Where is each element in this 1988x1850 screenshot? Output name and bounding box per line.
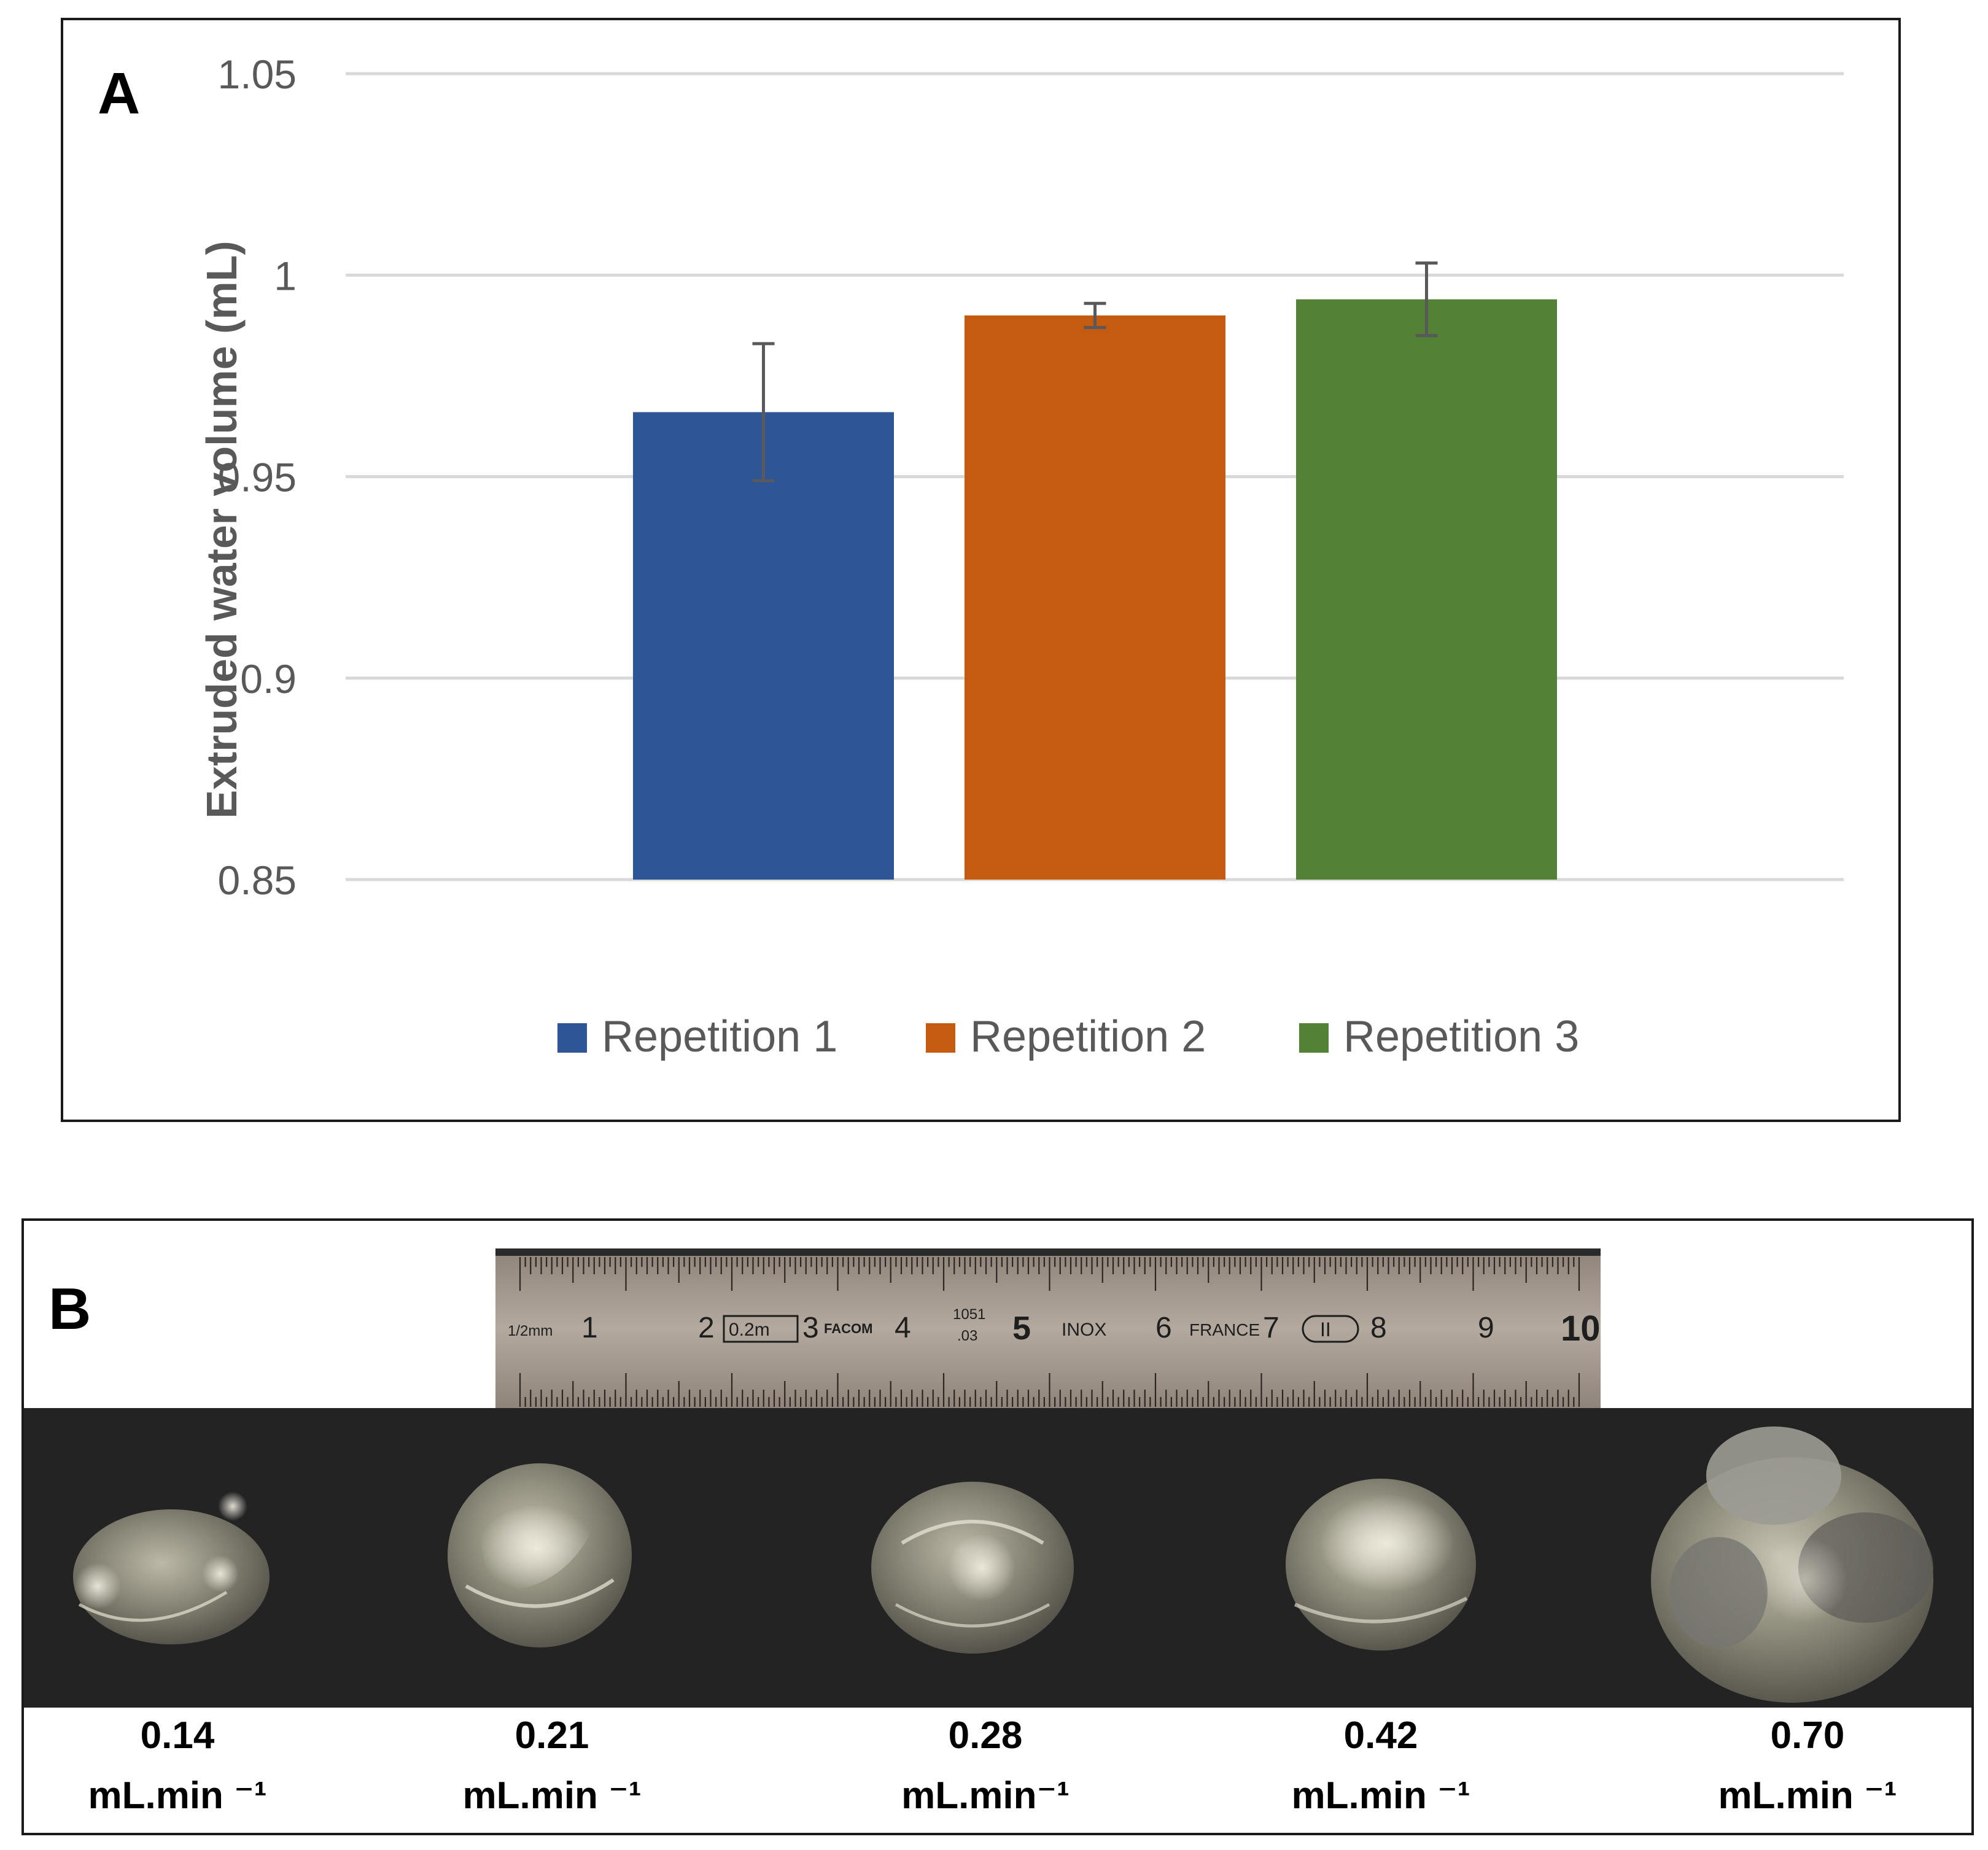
legend-swatch bbox=[1299, 1023, 1329, 1053]
ruler-mark: II bbox=[1320, 1318, 1331, 1341]
y-tick-label: 1 bbox=[274, 253, 297, 298]
legend-item-2: Repetition 2 bbox=[926, 1012, 1206, 1061]
ruler-mark: FACOM bbox=[824, 1321, 872, 1336]
flow-rate-unit: mL.min ⁻¹ bbox=[88, 1775, 267, 1817]
gel-samples-photo bbox=[24, 1408, 1971, 1708]
ruler-marks: 1/2mm 1 2 0.2m 3 FACOM 4 1051 .03 5 INOX… bbox=[508, 1306, 1601, 1349]
flow-rate-unit: mL.min ⁻¹ bbox=[1718, 1775, 1897, 1817]
ruler-mark: 10 bbox=[1561, 1309, 1601, 1349]
y-tick-label: 0.85 bbox=[218, 857, 297, 903]
ruler-mark: 1 bbox=[581, 1312, 598, 1344]
ruler-mark: 0.2m bbox=[729, 1320, 770, 1340]
error-bars bbox=[752, 261, 1438, 482]
ruler-mark: 3 bbox=[802, 1312, 819, 1344]
gel-sample-3 bbox=[871, 1482, 1074, 1654]
flow-rate-value: 0.21 bbox=[514, 1714, 589, 1757]
gel-sample-2 bbox=[448, 1463, 632, 1647]
legend-label: Repetition 2 bbox=[970, 1012, 1206, 1061]
flow-label-2: 0.21 mL.min ⁻¹ bbox=[423, 1706, 681, 1826]
bar-chart: 0.85 0.9 0.95 1 1.05 Extruded water volume (… bbox=[198, 52, 1844, 1061]
error-bar-1 bbox=[752, 342, 775, 482]
legend-label: Repetition 3 bbox=[1343, 1012, 1579, 1061]
bar-2 bbox=[965, 315, 1225, 880]
y-axis-label: Extruded water volume (mL) bbox=[198, 241, 246, 818]
panel-b-letter: B bbox=[49, 1276, 91, 1342]
ruler-ticks bbox=[519, 1257, 1580, 1407]
ruler-mark: 5 bbox=[1012, 1310, 1031, 1347]
flow-label-4: 0.42 mL.min ⁻¹ bbox=[1252, 1706, 1510, 1826]
y-tick-label: 0.95 bbox=[218, 455, 297, 500]
bar-3 bbox=[1296, 299, 1557, 880]
flow-rate-unit: mL.min ⁻¹ bbox=[462, 1775, 642, 1817]
ruler-mark: .03 bbox=[957, 1328, 977, 1344]
flow-rate-value: 0.28 bbox=[948, 1714, 1023, 1757]
ruler-mark: FRANCE bbox=[1189, 1320, 1260, 1339]
ruler-mark: 4 bbox=[895, 1312, 911, 1344]
flow-label-3: 0.28 mL.min⁻¹ bbox=[856, 1706, 1114, 1826]
bars bbox=[633, 299, 1557, 880]
ruler-mark: INOX bbox=[1062, 1320, 1106, 1340]
ruler-mark: 9 bbox=[1478, 1312, 1494, 1344]
y-tick-labels: 0.85 0.9 0.95 1 1.05 bbox=[218, 52, 297, 903]
legend-swatch bbox=[557, 1023, 587, 1053]
error-bar-2 bbox=[1084, 301, 1106, 330]
flow-rate-unit: mL.min ⁻¹ bbox=[1291, 1775, 1470, 1817]
ruler-mark: 1051 bbox=[953, 1306, 985, 1323]
ruler-mark: 6 bbox=[1155, 1312, 1172, 1344]
flow-rate-unit: mL.min⁻¹ bbox=[901, 1775, 1070, 1817]
panel-a-letter: A bbox=[98, 61, 141, 126]
flow-rate-value: 0.70 bbox=[1770, 1714, 1845, 1757]
legend-item-3: Repetition 3 bbox=[1299, 1012, 1579, 1061]
error-bar-3 bbox=[1415, 261, 1438, 338]
gel-sample-4 bbox=[1286, 1479, 1476, 1651]
legend-item-1: Repetition 1 bbox=[557, 1012, 837, 1061]
ruler-mark: 7 bbox=[1263, 1312, 1279, 1344]
y-tick-label: 1.05 bbox=[218, 52, 297, 97]
bar-1 bbox=[633, 412, 894, 880]
flow-rate-value: 0.14 bbox=[140, 1714, 215, 1757]
ruler-photo: 1/2mm 1 2 0.2m 3 FACOM 4 1051 .03 5 INOX… bbox=[495, 1248, 1601, 1408]
panel-a: A 0.85 0.9 0.95 1 1.05 Extruded water volume… bbox=[61, 18, 1901, 1122]
flow-rate-value: 0.42 bbox=[1343, 1714, 1418, 1757]
flow-label-1: 0.14 mL.min ⁻¹ bbox=[49, 1706, 306, 1826]
panel-b: B 1/2mm 1 2 0.2m 3 FACOM 4 1051 .03 5 IN… bbox=[21, 1218, 1974, 1835]
legend: Repetition 1 Repetition 2 Repetition 3 bbox=[557, 1012, 1579, 1061]
y-tick-label: 0.9 bbox=[240, 656, 297, 702]
ruler-mark: 2 bbox=[698, 1312, 715, 1344]
legend-swatch bbox=[926, 1023, 955, 1053]
gel-sample-1 bbox=[73, 1492, 270, 1644]
flow-label-5: 0.70 mL.min ⁻¹ bbox=[1679, 1706, 1936, 1826]
legend-label: Repetition 1 bbox=[602, 1012, 837, 1061]
ruler-mark: 1/2mm bbox=[508, 1323, 553, 1339]
ruler-mark: 8 bbox=[1370, 1312, 1387, 1344]
gel-sample-5 bbox=[1651, 1426, 1933, 1703]
